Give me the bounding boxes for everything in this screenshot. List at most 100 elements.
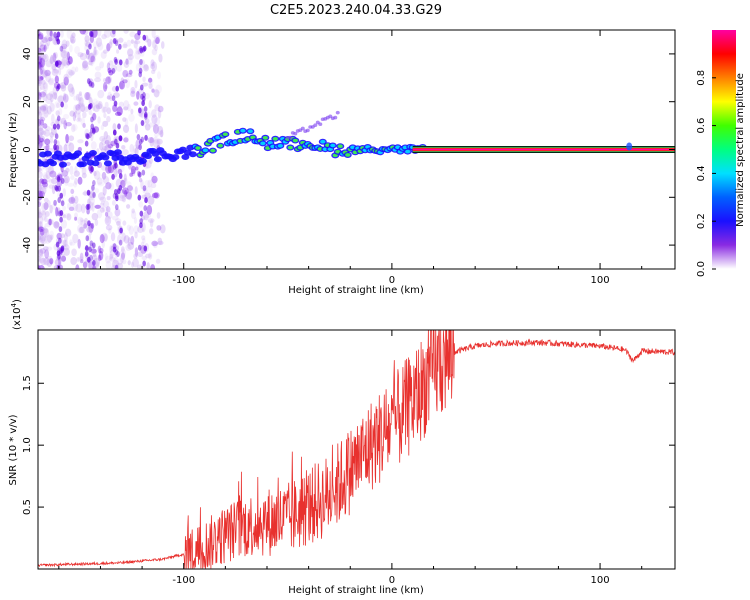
spectrogram-ridge-blob (91, 160, 100, 167)
spectrogram-noise-dot (84, 91, 90, 101)
spectrogram-streak-dot (139, 58, 143, 65)
spectrogram-noise-dot (65, 167, 70, 173)
colorbar: 0.0 0.2 0.4 0.6 0.8 Normalized spectral ampl… (696, 30, 746, 277)
spectrogram-noise-dot (42, 226, 48, 237)
spectrogram-ridge-blob (58, 161, 67, 168)
spectrogram-noise-dot (38, 210, 41, 218)
spectrogram-noise-dot (38, 56, 44, 61)
spectrogram-noise-dot (38, 182, 42, 188)
spectrogram-noise-dot (48, 179, 55, 184)
spectrogram-noise-dot (46, 258, 53, 268)
spectrogram-noise-dot (149, 219, 154, 228)
spectrogram-noise-dot (41, 103, 49, 111)
spectrogram-noise-dot (54, 258, 61, 266)
spectrogram-noise-dot (106, 78, 111, 86)
spectrogram-noise-dot (42, 174, 49, 180)
spectrogram-noise-dot (77, 238, 81, 249)
spectrogram-noise-dot (104, 101, 109, 109)
spectrogram-noise-dot (94, 71, 102, 79)
spectrogram-branch-dot (293, 131, 298, 136)
spectrogram-noise-dot (52, 92, 58, 100)
spectrogram-noise-dot (76, 224, 84, 234)
spectrogram-noise-dot (156, 125, 164, 135)
spectrogram-streak-dot (52, 123, 57, 130)
spectrogram-noise-dot (68, 70, 75, 76)
spectrogram-noise-dot (68, 206, 75, 212)
spectrogram-noise-dot (38, 78, 43, 87)
spectrogram-noise-dot (91, 102, 96, 112)
spectrogram-noise-dot (119, 80, 124, 90)
spectrogram-noise-dot (132, 258, 139, 268)
spectrogram-noise-dot (54, 101, 60, 109)
spectrogram-noise-dot (94, 100, 101, 108)
spectrogram-noise-dot (108, 228, 112, 234)
spectrogram-noise-dot (109, 245, 113, 254)
spectrogram-noise-dot (55, 102, 61, 109)
spectrogram-noise-dot (58, 108, 63, 116)
spectrogram-noise-dot (51, 65, 57, 72)
spectrogram-branch-dot (335, 110, 340, 115)
spectrogram-noise-dot (141, 82, 149, 87)
spectrogram-noise-dot (44, 211, 50, 217)
spectrogram-noise-dot (147, 38, 152, 48)
spectrogram-noise-dot (43, 197, 49, 203)
spectrogram-noise-dot (89, 51, 95, 62)
spectrogram-noise-dot (58, 67, 62, 76)
spectrogram-noise-dot (79, 259, 84, 264)
spectrogram-noise-dot (130, 235, 135, 245)
spectrogram-noise-dot (54, 75, 59, 84)
spectrogram-noise-dot (155, 37, 160, 45)
spectrogram-streak-dot (138, 67, 143, 74)
spectrogram-noise-dot (58, 94, 64, 104)
spectrogram-noise-dot (102, 145, 108, 151)
spectrogram-noise-dot (122, 43, 128, 49)
spectrogram-noise-dot (64, 59, 70, 68)
spectrogram-noise-dot (131, 261, 135, 268)
spectrogram-streak-dot (86, 133, 90, 140)
spectrogram-y-tick-label: 0 (22, 146, 33, 152)
spectrogram-noise-dot (59, 236, 63, 245)
spectrogram-noise-dot (48, 218, 52, 226)
spectrogram-noise-dot (103, 30, 111, 38)
spectrogram-ridge-core (292, 138, 298, 143)
spectrogram-branch-dot (300, 126, 305, 131)
spectrogram-noise-dot (44, 222, 51, 228)
spectrogram-noise-dot (121, 232, 126, 242)
spectrogram-noise-dot (67, 56, 73, 65)
spectrogram-noise-dot (62, 188, 66, 197)
snr-x-tick-label: 100 (591, 575, 610, 586)
spectrogram-noise-dot (82, 111, 87, 119)
spectrogram-noise-dot (154, 117, 161, 126)
spectrogram-noise-dot (124, 136, 130, 143)
spectrogram-noise-dot (157, 109, 162, 119)
spectrogram-noise-dot (105, 260, 112, 269)
spectrogram-noise-dot (38, 140, 42, 150)
spectrogram-streak-dot (140, 93, 144, 100)
spectrogram-noise-dot (151, 175, 158, 184)
spectrogram-noise-dot (43, 227, 49, 238)
spectrogram-noise-dot (120, 253, 124, 264)
spectrogram-noise-dot (131, 208, 135, 214)
spectrogram-noise-dot (42, 82, 48, 90)
spectrogram-noise-dot (108, 69, 114, 76)
spectrogram-noise-dot (97, 42, 104, 51)
spectrogram-noise-dot (120, 252, 126, 260)
spectrogram-noise-dot (156, 225, 162, 231)
spectrogram-streak-dot (113, 100, 118, 107)
spectrogram-noise-dot (56, 232, 62, 240)
spectrogram-noise-dot (79, 226, 85, 234)
spectrogram-noise-dot (43, 145, 49, 151)
spectrogram-noise-dot (133, 225, 140, 234)
spectrogram-noise-dot (116, 106, 123, 116)
spectrogram-noise-dot (130, 108, 134, 115)
spectrogram-noise-dot (41, 242, 45, 247)
spectrogram-ridge-core (330, 143, 336, 148)
spectrogram-noise-dot (144, 253, 152, 259)
spectrogram-noise-dot (113, 92, 120, 99)
spectrogram-noise-dot (39, 116, 43, 121)
spectrogram-noise-dot (127, 241, 135, 250)
spectrogram-ridge-blob (138, 158, 147, 165)
spectrogram-noise-dot (45, 61, 52, 68)
spectrogram-ridge-blob (78, 161, 87, 168)
spectrogram-streak-dot (58, 226, 63, 233)
